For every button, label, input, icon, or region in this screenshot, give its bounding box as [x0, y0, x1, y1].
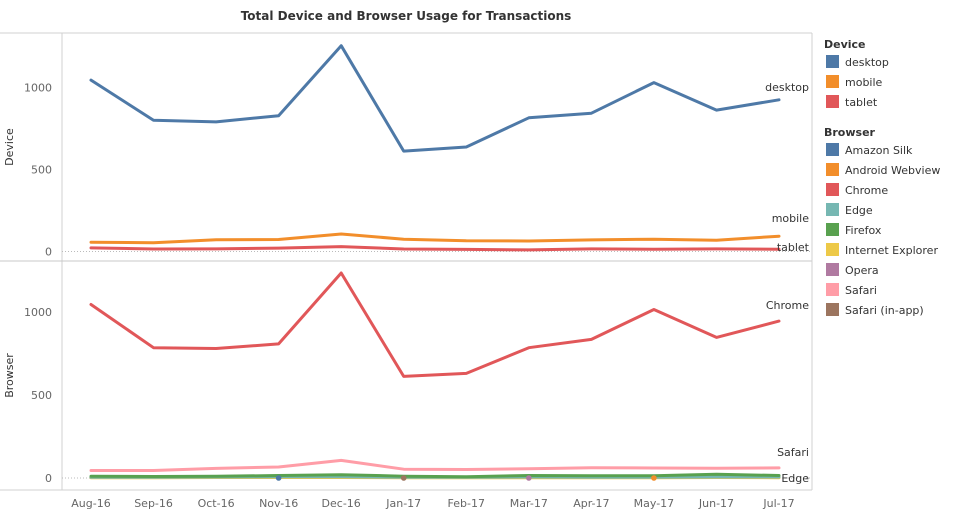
chart-title: Total Device and Browser Usage for Trans…	[241, 9, 572, 23]
legend-label-chrome: Chrome	[845, 184, 888, 197]
y-tick-label: 0	[45, 246, 52, 259]
legend-swatch-amazon-silk	[826, 143, 839, 156]
y-tick-label: 0	[45, 472, 52, 485]
legend-swatch-safari	[826, 283, 839, 296]
legend-label-android-webview: Android Webview	[845, 164, 940, 177]
legend-swatch-internet-explorer	[826, 243, 839, 256]
x-tick-label: Aug-16	[71, 497, 110, 510]
x-axis-ticks: Aug-16 Sep-16 Oct-16 Nov-16 Dec-16 Jan-17 Feb-…	[71, 497, 794, 510]
x-tick-label: Apr-17	[573, 497, 609, 510]
legend-swatch-android-webview	[826, 163, 839, 176]
legend-swatch-opera	[826, 263, 839, 276]
chart-legends: Device desktop mobile tablet Browser Amazon S…	[824, 38, 940, 317]
legend-label-amazon-silk: Amazon Silk	[845, 144, 913, 157]
legend-label-safari: Safari	[845, 284, 877, 297]
end-label-tablet: tablet	[777, 241, 810, 254]
legend-title: Browser	[824, 126, 876, 139]
x-tick-label: Sep-16	[134, 497, 173, 510]
y-tick-label: 500	[31, 164, 52, 177]
marker-android-webview	[651, 475, 657, 481]
series-line-chrome	[91, 273, 779, 376]
series-line-mobile	[91, 234, 779, 243]
series-line-safari	[91, 460, 779, 470]
end-label-safari: Safari	[777, 446, 809, 459]
series-line-firefox	[91, 474, 779, 476]
x-tick-label: Nov-16	[259, 497, 298, 510]
legend-swatch-desktop	[826, 55, 839, 68]
legend-device: Device desktop mobile tablet	[824, 38, 889, 109]
end-label-mobile: mobile	[772, 212, 810, 225]
end-label-desktop: desktop	[765, 81, 809, 94]
end-label-edge: Edge	[781, 472, 809, 485]
legend-label-tablet: tablet	[845, 96, 878, 109]
y-tick-label: 500	[31, 389, 52, 402]
marker-amazon-silk	[276, 475, 282, 481]
x-tick-label: Feb-17	[448, 497, 485, 510]
x-tick-label: Jan-17	[385, 497, 421, 510]
legend-swatch-safari-in-app	[826, 303, 839, 316]
panel-device: 0 500 1000 Device desktop mobile tablet	[3, 46, 812, 259]
end-label-chrome: Chrome	[766, 299, 809, 312]
legend-swatch-tablet	[826, 95, 839, 108]
y-axis-title: Browser	[3, 353, 16, 398]
legend-label-mobile: mobile	[845, 76, 883, 89]
legend-swatch-chrome	[826, 183, 839, 196]
series-line-desktop	[91, 46, 779, 151]
x-tick-label: Oct-16	[198, 497, 235, 510]
y-tick-label: 1000	[24, 82, 52, 95]
x-tick-label: Jun-17	[698, 497, 734, 510]
x-tick-label: Mar-17	[510, 497, 548, 510]
legend-label-firefox: Firefox	[845, 224, 882, 237]
y-axis-title: Device	[3, 128, 16, 166]
legend-title: Device	[824, 38, 866, 51]
y-tick-label: 1000	[24, 306, 52, 319]
legend-swatch-mobile	[826, 75, 839, 88]
panel-browser: 0 500 1000 Browser Chrome Safari Edge	[3, 273, 812, 485]
marker-opera	[526, 475, 532, 481]
x-tick-label: Jul-17	[762, 497, 794, 510]
x-tick-label: May-17	[634, 497, 675, 510]
legend-browser: Browser Amazon Silk Android Webview Chrome E…	[824, 126, 940, 317]
x-tick-label: Dec-16	[322, 497, 361, 510]
legend-label-edge: Edge	[845, 204, 873, 217]
series-line-tablet	[91, 247, 779, 250]
legend-swatch-firefox	[826, 223, 839, 236]
chart-panels: 0 500 1000 Device desktop mobile tablet 0 500 100…	[0, 33, 812, 510]
marker-safari-in-app	[401, 475, 407, 481]
legend-label-internet-explorer: Internet Explorer	[845, 244, 938, 257]
legend-label-opera: Opera	[845, 264, 879, 277]
legend-label-safari-in-app: Safari (in-app)	[845, 304, 924, 317]
legend-label-desktop: desktop	[845, 56, 889, 69]
legend-swatch-edge	[826, 203, 839, 216]
